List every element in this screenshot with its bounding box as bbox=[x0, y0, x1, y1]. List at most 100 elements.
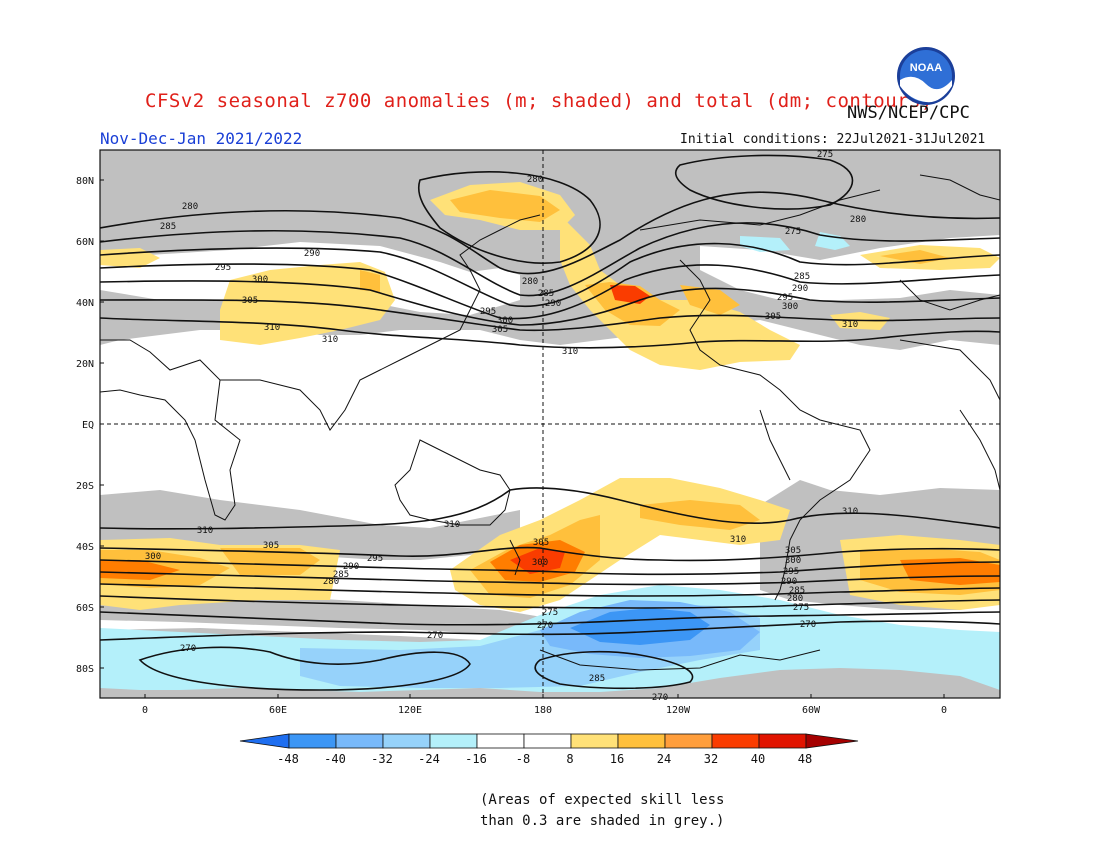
colorbar-segment bbox=[239, 733, 290, 749]
colorbar-label: -48 bbox=[277, 752, 299, 766]
contour-label: 285 bbox=[794, 272, 810, 282]
lat-label: EQ bbox=[82, 420, 94, 431]
contour-label: 285 bbox=[589, 674, 605, 684]
lat-label: 80N bbox=[76, 176, 94, 187]
colorbar-label: 40 bbox=[750, 752, 766, 766]
contour-label: 280 bbox=[787, 594, 803, 604]
colorbar bbox=[239, 733, 859, 749]
lon-label: 0 bbox=[142, 705, 148, 716]
longitude-labels: 0 60E 120E 180 120W 60W 0 bbox=[142, 705, 947, 716]
contour-label: 300 bbox=[532, 558, 548, 568]
colorbar-segment bbox=[617, 733, 666, 749]
contour-label: 295 bbox=[777, 293, 793, 303]
lat-label: 20S bbox=[76, 481, 94, 492]
noaa-logo-text: NOAA bbox=[910, 62, 942, 74]
lat-label: 60N bbox=[76, 237, 94, 248]
colorbar-segment bbox=[711, 733, 760, 749]
colorbar-segment bbox=[335, 733, 384, 749]
contour-label: 305 bbox=[242, 296, 258, 306]
colorbar-segment bbox=[523, 733, 572, 749]
lat-label: 40N bbox=[76, 298, 94, 309]
noaa-logo: NOAA bbox=[897, 47, 955, 105]
contour-label: 270 bbox=[427, 631, 443, 641]
colorbar-label: -16 bbox=[465, 752, 487, 766]
forecast-period: Nov-Dec-Jan 2021/2022 bbox=[100, 129, 303, 148]
colorbar-label: 32 bbox=[703, 752, 719, 766]
contour-label: 295 bbox=[783, 567, 799, 577]
contour-label: 280 bbox=[850, 215, 866, 225]
colorbar-segment bbox=[570, 733, 619, 749]
colorbar-segment bbox=[664, 733, 713, 749]
contour-label: 300 bbox=[785, 556, 801, 566]
colorbar-segment bbox=[429, 733, 478, 749]
lon-label: 60W bbox=[802, 705, 821, 716]
colorbar-label: 16 bbox=[609, 752, 625, 766]
contour-label: 280 bbox=[182, 202, 198, 212]
colorbar-segment bbox=[382, 733, 431, 749]
contour-labels: 275 280 280 280 285 275 290 295 300 280 … bbox=[145, 150, 866, 703]
lon-label: 0 bbox=[941, 705, 947, 716]
colorbar-label: -32 bbox=[371, 752, 393, 766]
contour-label: 285 bbox=[538, 289, 554, 299]
contour-label: 300 bbox=[497, 316, 513, 326]
contour-label: 310 bbox=[842, 507, 858, 517]
colorbar-segment bbox=[758, 733, 807, 749]
colorbar-segment bbox=[805, 733, 859, 749]
lat-label: 20N bbox=[76, 359, 94, 370]
contour-label: 310 bbox=[264, 323, 280, 333]
contour-label: 280 bbox=[323, 577, 339, 587]
footnote-line-1: (Areas of expected skill less bbox=[480, 792, 725, 808]
contour-label: 305 bbox=[263, 541, 279, 551]
colorbar-segment bbox=[288, 733, 337, 749]
lat-label: 40S bbox=[76, 542, 94, 553]
lon-label: 120E bbox=[398, 705, 422, 716]
height-contours bbox=[100, 154, 1000, 691]
contour-label: 295 bbox=[215, 263, 231, 273]
contour-label: 275 bbox=[817, 150, 833, 160]
contour-label: 300 bbox=[782, 302, 798, 312]
initial-conditions: Initial conditions: 22Jul2021-31Jul2021 bbox=[680, 132, 986, 147]
contour-label: 310 bbox=[842, 320, 858, 330]
contour-label: 310 bbox=[730, 535, 746, 545]
contour-label: 270 bbox=[180, 644, 196, 654]
contour-label: 280 bbox=[522, 277, 538, 287]
contour-label: 290 bbox=[781, 577, 797, 587]
colorbar-label: 24 bbox=[656, 752, 672, 766]
lon-label: 180 bbox=[534, 705, 552, 716]
contour-label: 285 bbox=[160, 222, 176, 232]
lat-label: 60S bbox=[76, 603, 94, 614]
colorbar-label: -24 bbox=[418, 752, 440, 766]
latitude-labels: 80N 60N 40N 20N EQ 20S 40S 60S 80S bbox=[76, 176, 94, 675]
contour-label: 270 bbox=[652, 693, 668, 703]
contour-label: 295 bbox=[367, 554, 383, 564]
contour-label: 300 bbox=[145, 552, 161, 562]
map-title: CFSv2 seasonal z700 anomalies (m; shaded… bbox=[145, 90, 933, 112]
contour-label: 285 bbox=[333, 570, 349, 580]
colorbar-label: -40 bbox=[324, 752, 346, 766]
contour-label: 280 bbox=[527, 175, 543, 185]
grey-region-south bbox=[100, 490, 520, 560]
contour-label: 290 bbox=[304, 249, 320, 259]
colorbar-label: 8 bbox=[566, 752, 574, 766]
contour-label: 270 bbox=[537, 621, 553, 631]
contour-label: 310 bbox=[444, 520, 460, 530]
agency-label: NWS/NCEP/CPC bbox=[847, 103, 970, 123]
contour-label: 295 bbox=[480, 307, 496, 317]
contour-label: 300 bbox=[252, 275, 268, 285]
contour-label: 275 bbox=[542, 608, 558, 618]
colorbar-label: 48 bbox=[797, 752, 813, 766]
lat-label: 80S bbox=[76, 664, 94, 675]
contour-label: 310 bbox=[562, 347, 578, 357]
contour-label: 290 bbox=[545, 299, 561, 309]
colorbar-segment bbox=[476, 733, 525, 749]
contour-label: 305 bbox=[765, 312, 781, 322]
lon-label: 120W bbox=[666, 705, 691, 716]
contour-label: 285 bbox=[789, 586, 805, 596]
lon-label: 60E bbox=[269, 705, 287, 716]
contour-label: 290 bbox=[792, 284, 808, 294]
contour-label: 275 bbox=[793, 603, 809, 613]
coastlines bbox=[100, 174, 1000, 671]
contour-label: 310 bbox=[322, 335, 338, 345]
contour-label: 275 bbox=[785, 227, 801, 237]
